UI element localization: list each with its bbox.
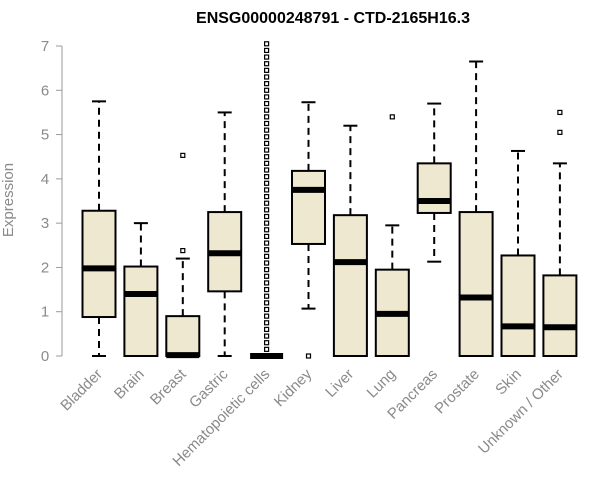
outlier-point xyxy=(389,114,395,120)
box-prostate xyxy=(458,60,494,357)
outlier-point xyxy=(264,107,270,113)
outlier-point xyxy=(264,180,270,186)
outlier-point xyxy=(264,293,270,299)
outlier-point xyxy=(264,227,270,233)
outlier-point xyxy=(264,100,270,107)
outlier-point xyxy=(264,267,270,273)
x-category-label: Prostate xyxy=(431,366,483,418)
box-unknown-other xyxy=(542,109,578,357)
outlier-point xyxy=(557,109,563,116)
outlier-point xyxy=(264,41,270,47)
outlier-point xyxy=(264,273,270,279)
outlier-point xyxy=(264,207,270,213)
y-tick-label: 0 xyxy=(41,348,49,365)
x-category-label: Lung xyxy=(364,366,400,402)
box-pancreas xyxy=(416,102,452,263)
box-hematopoietic-cells xyxy=(250,41,284,359)
outlier-point xyxy=(264,260,270,266)
outlier-point xyxy=(264,346,270,352)
outlier-point xyxy=(264,81,270,87)
x-category-label: Breast xyxy=(147,365,190,408)
iqr-box xyxy=(81,209,117,319)
outlier-point xyxy=(264,326,270,333)
outlier-point xyxy=(180,152,186,158)
iqr-box xyxy=(291,169,326,245)
iqr-box xyxy=(332,214,368,357)
iqr-box xyxy=(165,315,201,357)
x-category-label: Kidney xyxy=(271,365,316,410)
outlier-point xyxy=(264,154,270,160)
outlier-point xyxy=(264,220,270,226)
outlier-point xyxy=(264,140,270,147)
outlier-point xyxy=(264,147,270,153)
outlier-point xyxy=(264,313,270,319)
x-category-label: Skin xyxy=(492,366,525,399)
outlier-point xyxy=(264,134,270,140)
outlier-point xyxy=(264,233,270,240)
box-lung xyxy=(374,114,410,357)
outlier-point xyxy=(264,61,270,67)
outlier-point xyxy=(264,87,270,93)
outlier-point xyxy=(264,174,270,180)
y-tick-label: 4 xyxy=(41,171,49,188)
box-series xyxy=(81,41,578,359)
box-skin xyxy=(500,149,536,358)
outlier-point xyxy=(264,47,270,54)
box-liver xyxy=(332,124,368,357)
outlier-point xyxy=(264,74,270,80)
iqr-box xyxy=(542,274,578,357)
outlier-point xyxy=(264,300,270,306)
outlier-point xyxy=(305,353,312,359)
y-tick-label: 7 xyxy=(41,38,49,55)
y-tick-label: 2 xyxy=(41,259,49,276)
box-gastric xyxy=(207,111,243,357)
box-brain xyxy=(123,222,159,357)
outlier-point xyxy=(264,240,270,246)
outlier-point xyxy=(264,286,270,293)
y-tick-label: 5 xyxy=(41,127,49,144)
y-axis: 0 1 2 3 4 5 6 7 xyxy=(41,38,63,365)
iqr-box xyxy=(458,211,494,357)
y-axis-label: Expression xyxy=(0,163,17,237)
outlier-point xyxy=(264,160,270,166)
y-tick-label: 3 xyxy=(41,215,49,232)
iqr-box xyxy=(416,162,452,214)
outlier-point xyxy=(264,200,270,206)
outlier-point xyxy=(264,67,270,73)
outlier-point xyxy=(264,114,270,120)
outlier-point xyxy=(264,333,270,339)
outlier-point xyxy=(264,306,270,313)
iqr-box xyxy=(500,254,536,358)
box-bladder xyxy=(81,100,117,357)
chart-title: ENSG00000248791 - CTD-2165H16.3 xyxy=(196,10,470,27)
outlier-point xyxy=(264,320,270,326)
box-kidney xyxy=(291,101,326,359)
outlier-point xyxy=(264,253,270,259)
outlier-point xyxy=(264,127,270,133)
outlier-point xyxy=(264,94,270,100)
box-breast xyxy=(165,152,201,359)
y-tick-label: 1 xyxy=(41,304,49,321)
outlier-point xyxy=(180,248,186,254)
x-category-label: Brain xyxy=(111,366,148,403)
outlier-point xyxy=(264,167,270,173)
outlier-point xyxy=(264,54,270,60)
iqr-box xyxy=(123,265,159,357)
outlier-point xyxy=(264,280,270,286)
outlier-point xyxy=(264,187,270,193)
outlier-point xyxy=(264,247,270,253)
x-category-label: Bladder xyxy=(57,366,106,415)
outlier-point xyxy=(264,340,270,346)
outlier-point xyxy=(264,193,270,200)
y-tick-label: 6 xyxy=(41,82,49,99)
outlier-point xyxy=(264,120,270,127)
x-category-label: Liver xyxy=(322,366,357,401)
outlier-point xyxy=(264,213,270,220)
outlier-point xyxy=(557,129,563,135)
